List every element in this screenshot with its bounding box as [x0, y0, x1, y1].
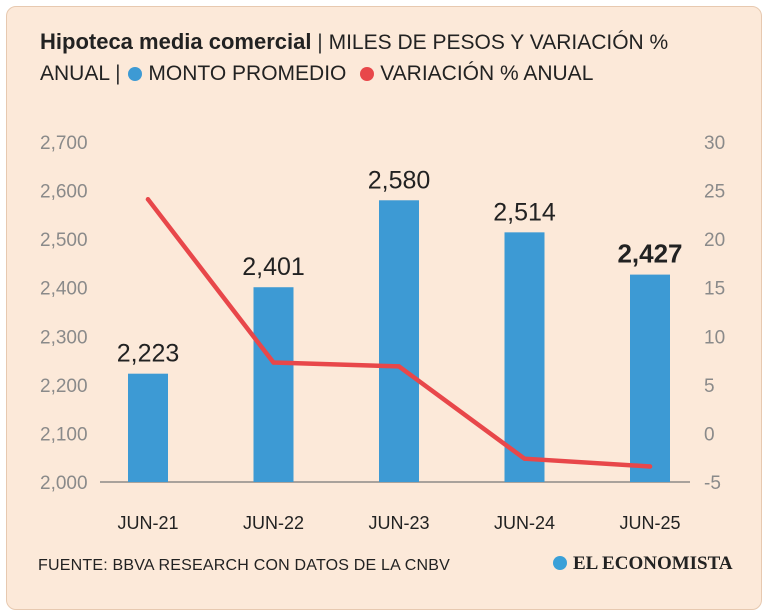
- bar: [504, 232, 545, 482]
- y-left-tick-label: 2,700: [40, 133, 88, 154]
- legend-line-label: VARIACIÓN % ANUAL: [380, 62, 594, 85]
- title-separator-2: |: [115, 62, 121, 85]
- chart-title: Hipoteca media comercial: [40, 29, 312, 54]
- x-tick-label: JUN-21: [117, 513, 178, 533]
- globe-icon: [553, 556, 567, 570]
- x-tick-label: JUN-22: [243, 513, 304, 533]
- x-tick-label: JUN-23: [368, 513, 429, 533]
- chart-subtitle: MILES DE PESOS Y VARIACIÓN %: [328, 31, 669, 54]
- y-right-tick-label: 20: [704, 230, 725, 251]
- y-left-tick-label: 2,000: [40, 473, 88, 494]
- y-left-tick-label: 2,500: [40, 230, 88, 251]
- y-left-tick-label: 2,600: [40, 182, 88, 203]
- y-right-tick-label: 15: [704, 279, 725, 300]
- y-left-tick-label: 2,400: [40, 279, 88, 300]
- bar-data-label: 2,223: [117, 340, 180, 368]
- title-separator: |: [317, 31, 323, 54]
- chart-header: Hipoteca media comercial | MILES DE PESO…: [40, 26, 730, 89]
- variation-point: [522, 456, 527, 461]
- bar: [253, 287, 294, 482]
- y-right-tick-label: 25: [704, 182, 725, 203]
- bar-data-label: 2,427: [617, 239, 682, 269]
- source-note: FUENTE: BBVA RESEARCH CON DATOS DE LA CN…: [38, 557, 451, 574]
- bar: [630, 274, 670, 482]
- chart-subtitle-2: ANUAL: [40, 62, 110, 85]
- y-left-tick-label: 2,200: [40, 376, 88, 397]
- x-tick-label: JUN-25: [619, 513, 680, 533]
- bar: [379, 200, 419, 483]
- bar-data-label: 2,514: [493, 198, 556, 226]
- y-right-tick-label: 30: [704, 133, 725, 154]
- variation-point: [145, 197, 151, 202]
- legend-bar-label: MONTO PROMEDIO: [148, 62, 347, 85]
- y-left-tick-label: 2,100: [40, 424, 88, 445]
- brand-logo: EL ECONOMISTA: [553, 553, 733, 575]
- x-tick-label: JUN-24: [494, 513, 555, 533]
- y-right-tick-label: 0: [704, 424, 715, 445]
- legend-line-icon: [360, 67, 375, 81]
- y-right-tick-label: -5: [704, 473, 721, 494]
- variation-point: [396, 364, 402, 369]
- bar: [128, 373, 168, 482]
- y-right-tick-label: 10: [704, 327, 725, 348]
- bar-data-label: 2,580: [368, 166, 431, 194]
- variation-point: [271, 360, 276, 365]
- y-left-tick-label: 2,300: [40, 327, 88, 348]
- legend-bar-icon: [128, 67, 143, 81]
- variation-point: [647, 464, 653, 469]
- bar-data-label: 2,401: [242, 253, 305, 281]
- y-right-tick-label: 5: [704, 376, 715, 397]
- brand-name: EL ECONOMISTA: [573, 553, 733, 574]
